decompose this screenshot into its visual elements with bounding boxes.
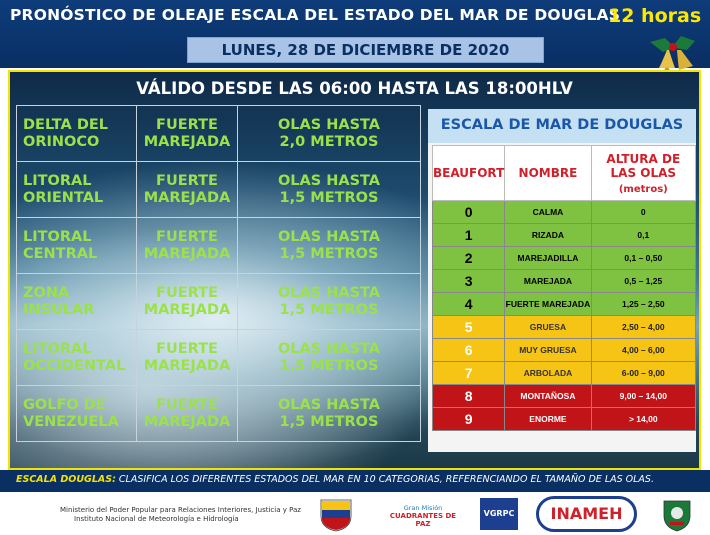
beaufort-cell: 4: [431, 292, 506, 316]
scale-row: 6 MUY GRUESA 4,00 – 6,00: [431, 338, 697, 362]
scale-row: 7 ARBOLADA 6-00 – 9,00: [431, 361, 697, 385]
beaufort-cell: 3: [431, 269, 506, 293]
condition-cell: FUERTE MAREJADA: [136, 385, 238, 442]
name-cell: ARBOLADA: [504, 361, 592, 385]
condition-cell: FUERTE MAREJADA: [136, 161, 238, 218]
beaufort-cell: 8: [431, 384, 506, 408]
header-banner: PRONÓSTICO DE OLEAJE ESCALA DEL ESTADO D…: [0, 0, 710, 73]
name-cell: FUERTE MAREJADA: [504, 292, 592, 316]
height-cell: 0,5 – 1,25: [590, 269, 697, 293]
vgrpc-logo: VGRPC: [480, 498, 518, 530]
ministry-label: Ministerio del Poder Popular para Relaci…: [60, 506, 301, 523]
table-row: ZONA INSULAR FUERTE MAREJADA OLAS HASTA 1,5…: [16, 273, 421, 330]
beaufort-cell: 1: [431, 223, 506, 247]
name-cell: MAREJADILLA: [504, 246, 592, 270]
zone-cell: LITORAL OCCIDENTAL: [16, 329, 137, 386]
scale-row: 5 GRUESA 2,50 – 4,00: [431, 315, 697, 339]
condition-cell: FUERTE MAREJADA: [136, 105, 238, 162]
table-row: DELTA DEL ORINOCO FUERTE MAREJADA OLAS HAS…: [16, 105, 421, 162]
name-cell: GRUESA: [504, 315, 592, 339]
table-row: LITORAL OCCIDENTAL FUERTE MAREJADA OLAS HA…: [16, 329, 421, 386]
beaufort-cell: 2: [431, 246, 506, 270]
zone-cell: DELTA DEL ORINOCO: [16, 105, 137, 162]
footer-note: ESCALA DOUGLAS: CLASIFICA LOS DIFERENTES…: [16, 474, 654, 485]
zone-cell: LITORAL CENTRAL: [16, 217, 137, 274]
header-height: ALTURA DE LAS OLAS (metros): [590, 145, 697, 201]
height-cell: 0,1 – 0,50: [590, 246, 697, 270]
height-cell: 9,00 – 14,00: [590, 384, 697, 408]
scale-header-row: BEAUFORT NOMBRE ALTURA DE LAS OLAS (metro…: [431, 145, 697, 201]
zone-cell: GOLFO DE VENEZUELA: [16, 385, 137, 442]
height-cell: 6-00 – 9,00: [590, 361, 697, 385]
beaufort-cell: 7: [431, 361, 506, 385]
beaufort-cell: 9: [431, 407, 506, 431]
waves-cell: OLAS HASTA 1,5 METROS: [237, 385, 421, 442]
beaufort-cell: 5: [431, 315, 506, 339]
name-cell: RIZADA: [504, 223, 592, 247]
height-cell: 0: [590, 200, 697, 224]
table-row: LITORAL CENTRAL FUERTE MAREJADA OLAS HASTA…: [16, 217, 421, 274]
zone-cell: ZONA INSULAR: [16, 273, 137, 330]
scale-row: 0 CALMA 0: [431, 200, 697, 224]
height-cell: 1,25 – 2,50: [590, 292, 697, 316]
height-cell: > 14,00: [590, 407, 697, 431]
name-cell: MAREJADA: [504, 269, 592, 293]
height-cell: 2,50 – 4,00: [590, 315, 697, 339]
scale-row: 8 MONTAÑOSA 9,00 – 14,00: [431, 384, 697, 408]
condition-cell: FUERTE MAREJADA: [136, 217, 238, 274]
forecast-table: DELTA DEL ORINOCO FUERTE MAREJADA OLAS HAS…: [16, 105, 421, 442]
height-cell: 4,00 – 6,00: [590, 338, 697, 362]
height-cell: 0,1: [590, 223, 697, 247]
beaufort-cell: 0: [431, 200, 506, 224]
inameh-logo: INAMEH: [536, 496, 637, 532]
footer-band: [0, 470, 710, 492]
douglas-scale-panel: ESCALA DE MAR DE DOUGLAS BEAUFORT NOMBRE…: [428, 109, 697, 452]
name-cell: CALMA: [504, 200, 592, 224]
page-title: PRONÓSTICO DE OLEAJE ESCALA DEL ESTADO D…: [10, 6, 621, 24]
validity-label: VÁLIDO DESDE LAS 06:00 HASTA LAS 18:00HL…: [136, 79, 573, 98]
scale-row: 3 MAREJADA 0,5 – 1,25: [431, 269, 697, 293]
waves-cell: OLAS HASTA 1,5 METROS: [237, 329, 421, 386]
header-beaufort: BEAUFORT: [431, 145, 506, 201]
scale-table: BEAUFORT NOMBRE ALTURA DE LAS OLAS (metro…: [431, 145, 697, 431]
name-cell: MONTAÑOSA: [504, 384, 592, 408]
venezuela-shield-icon: [320, 499, 352, 532]
scale-row: 1 RIZADA 0,1: [431, 223, 697, 247]
hours-label: 12 horas: [608, 5, 702, 27]
table-row: GOLFO DE VENEZUELA FUERTE MAREJADA OLAS HA…: [16, 385, 421, 442]
beaufort-cell: 6: [431, 338, 506, 362]
scale-title: ESCALA DE MAR DE DOUGLAS: [428, 109, 696, 143]
waves-cell: OLAS HASTA 1,5 METROS: [237, 161, 421, 218]
scale-row: 9 ENORME > 14,00: [431, 407, 697, 431]
name-cell: ENORME: [504, 407, 592, 431]
institution-shield-icon: [663, 500, 691, 532]
waves-cell: OLAS HASTA 1,5 METROS: [237, 217, 421, 274]
condition-cell: FUERTE MAREJADA: [136, 329, 238, 386]
name-cell: MUY GRUESA: [504, 338, 592, 362]
waves-cell: OLAS HASTA 1,5 METROS: [237, 273, 421, 330]
zone-cell: LITORAL ORIENTAL: [16, 161, 137, 218]
christmas-bells-icon: [650, 36, 695, 73]
condition-cell: FUERTE MAREJADA: [136, 273, 238, 330]
table-row: LITORAL ORIENTAL FUERTE MAREJADA OLAS HAST…: [16, 161, 421, 218]
waves-cell: OLAS HASTA 2,0 METROS: [237, 105, 421, 162]
header-name: NOMBRE: [504, 145, 592, 201]
scale-row: 4 FUERTE MAREJADA 1,25 – 2,50: [431, 292, 697, 316]
date-label: LUNES, 28 DE DICIEMBRE DE 2020: [187, 37, 544, 63]
cuadrantes-de-paz-logo: Gran Misión CUADRANTES DE PAZ: [389, 504, 457, 528]
scale-row: 2 MAREJADILLA 0,1 – 0,50: [431, 246, 697, 270]
